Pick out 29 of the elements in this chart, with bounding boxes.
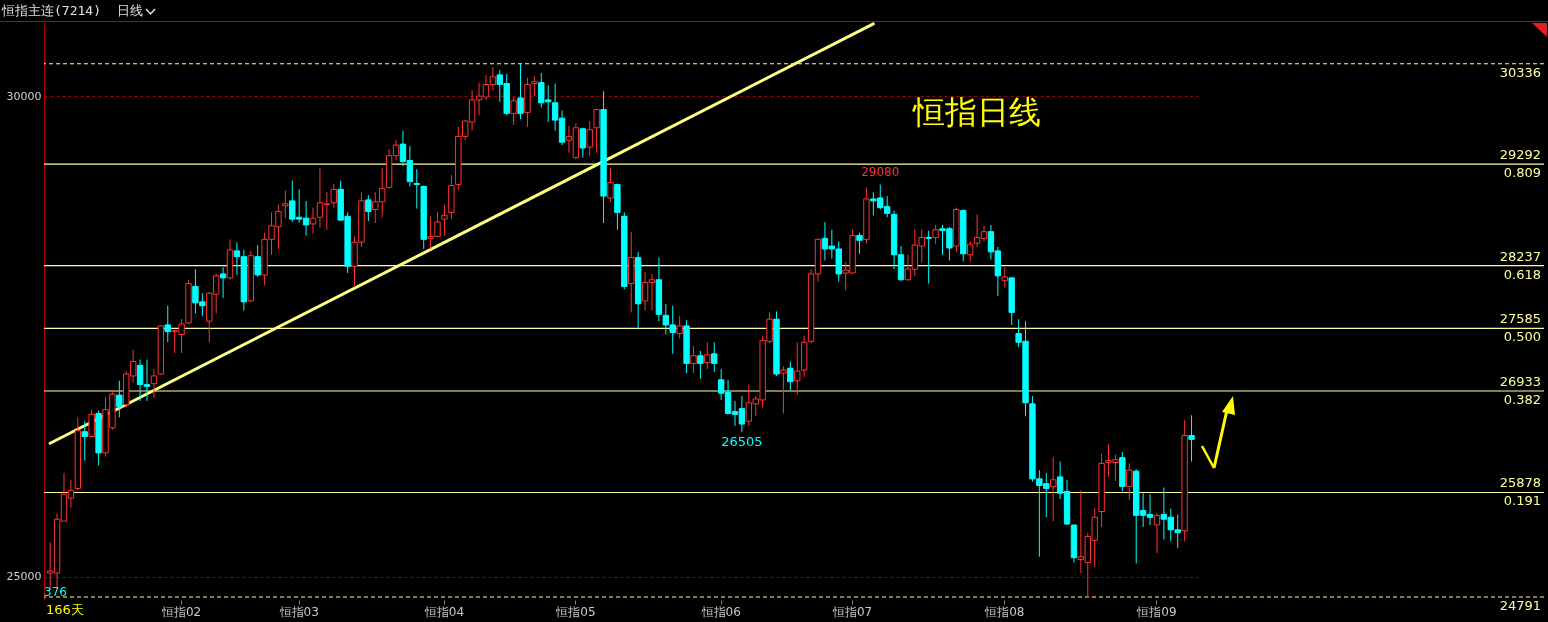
annotation: 29080 [861, 164, 900, 179]
text: 166天 [46, 602, 84, 617]
ref-line-label: 26933 [1499, 374, 1541, 390]
annotation: 376 [44, 585, 67, 599]
annotation: 0.809 [1503, 165, 1541, 181]
y-tick-label: 25000 [6, 570, 42, 584]
annotation: 26505 [721, 434, 763, 450]
ref-line-label: 28237 [1499, 248, 1541, 264]
x-tick-label: 恒指09 [1136, 604, 1177, 619]
annotation: 30336 [1499, 64, 1541, 80]
x-tick-label: 恒指04 [423, 604, 465, 619]
annotation: 24791 [1499, 598, 1541, 614]
chart-subtitle: 日线 [116, 2, 143, 20]
y-tick-label: 30000 [6, 89, 42, 103]
x-tick-label: 恒指02 [160, 604, 202, 619]
annotation: 0.191 [1503, 493, 1541, 509]
ref-line-label: 27585 [1499, 311, 1541, 327]
chart-title: 恒指主连(7214) [2, 2, 101, 20]
x-tick-label: 恒指06 [700, 604, 741, 619]
annotation: 0.500 [1503, 329, 1541, 345]
annotation: 0.382 [1503, 392, 1541, 408]
annotation: 恒指日线 [912, 93, 1041, 131]
ref-line-label: 29292 [1499, 147, 1541, 163]
x-tick-label: 恒指08 [984, 604, 1025, 619]
ref-line-label: 25878 [1499, 475, 1541, 491]
x-tick-label: 恒指03 [278, 604, 319, 619]
x-tick-label: 恒指07 [831, 604, 873, 619]
x-tick-label: 恒指05 [555, 604, 596, 619]
annotation: 0.618 [1503, 266, 1541, 282]
